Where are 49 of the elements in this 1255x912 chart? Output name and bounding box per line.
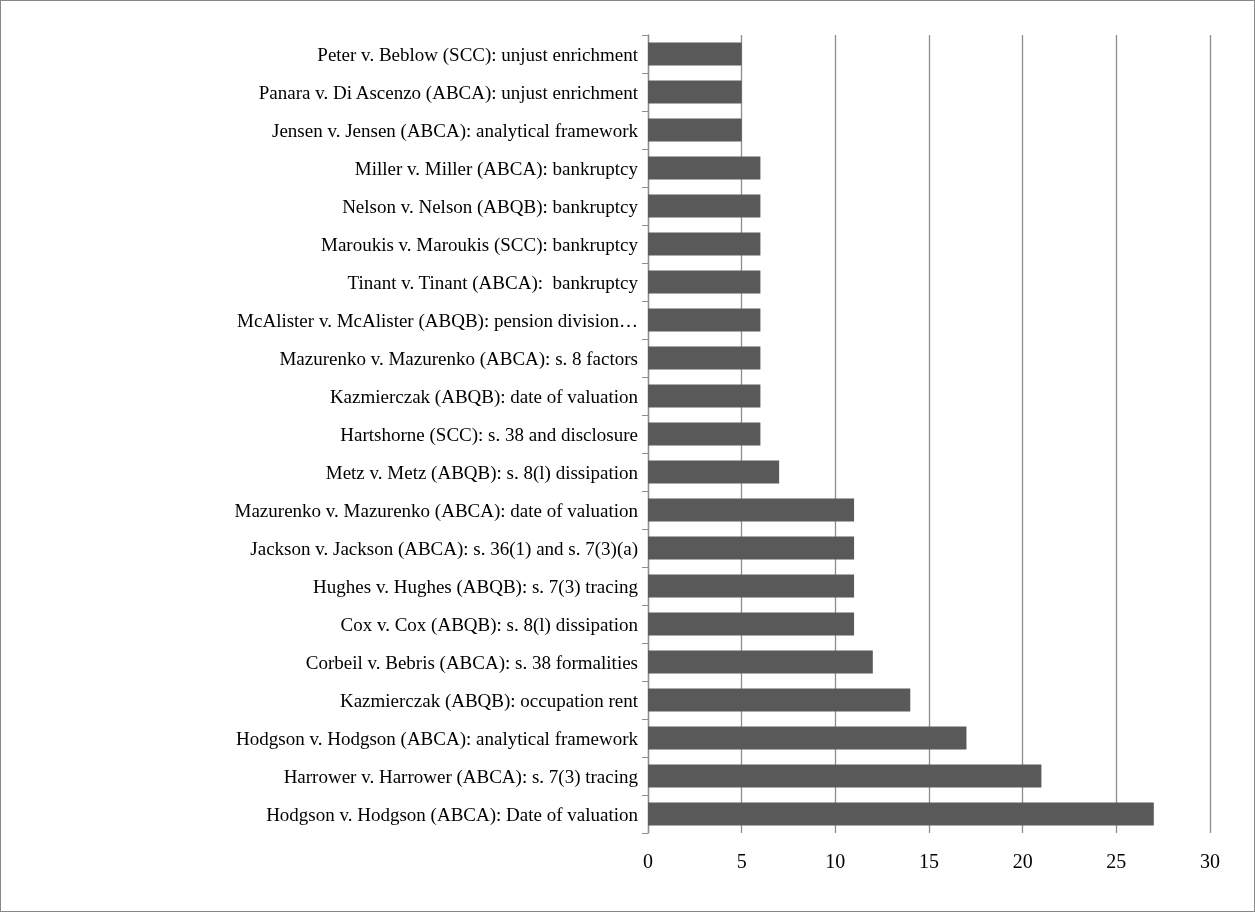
y-tick-label: Hartshorne (SCC): s. 38 and disclosure: [340, 423, 638, 446]
y-tick-label: Mazurenko v. Mazurenko (ABCA): date of valuation: [234, 499, 639, 522]
bar: [648, 270, 761, 294]
y-tick-label: Peter v. Beblow (SCC): unjust enrichment: [317, 43, 639, 66]
x-tick-label: 5: [736, 850, 747, 872]
bar: [648, 498, 855, 522]
y-tick-label: Miller v. Miller (ABCA): bankruptcy: [354, 157, 639, 180]
x-tick-label: 15: [919, 850, 939, 872]
bar: [648, 80, 742, 104]
bar: [648, 422, 761, 446]
y-tick-label: Jensen v. Jensen (ABCA): analytical framework: [272, 119, 639, 142]
bar: [648, 308, 761, 332]
bar: [648, 460, 780, 484]
x-tick-label: 10: [825, 850, 846, 872]
x-tick-label: 0: [643, 850, 653, 872]
y-tick-label: McAlister v. McAlister (ABQB): pension division…: [237, 309, 638, 332]
y-tick-label: Kazmierczak (ABQB): date of valuation: [329, 385, 639, 408]
bar: [648, 650, 873, 674]
bar: [648, 688, 911, 712]
y-tick-label: Nelson v. Nelson (ABQB): bankruptcy: [342, 195, 639, 218]
bar: [648, 384, 761, 408]
x-tick-label: 30: [1200, 850, 1220, 872]
bar: [648, 156, 761, 180]
bar: [648, 194, 761, 218]
bar: [648, 536, 855, 560]
y-tick-label: Kazmierczak (ABQB): occupation rent: [339, 689, 639, 712]
y-tick-label: Mazurenko v. Mazurenko (ABCA): s. 8 factors: [279, 347, 638, 370]
y-tick-label: Panara v. Di Ascenzo (ABCA): unjust enrichment: [258, 81, 639, 104]
bar: [648, 764, 1042, 788]
x-tick-label: 20: [1012, 850, 1033, 872]
y-tick-label: Cox v. Cox (ABQB): s. 8(l) dissipation: [340, 613, 639, 636]
y-tick-label: Metz v. Metz (ABQB): s. 8(l) dissipation: [325, 461, 639, 484]
bar: [648, 726, 967, 750]
y-tick-label: Corbeil v. Bebris (ABCA): s. 38 formalities: [305, 651, 638, 674]
y-tick-label: Tinant v. Tinant (ABCA): bankruptcy: [347, 271, 639, 294]
bar: [648, 118, 742, 142]
bar: [648, 42, 742, 66]
y-tick-label: Maroukis v. Maroukis (SCC): bankruptcy: [321, 233, 639, 256]
bar: [648, 802, 1154, 826]
y-tick-label: Hodgson v. Hodgson (ABCA): Date of valuation: [266, 803, 639, 826]
x-tick-label: 25: [1106, 850, 1127, 872]
bar: [648, 612, 855, 636]
y-tick-label: Jackson v. Jackson (ABCA): s. 36(1) and s. 7(3)(a): [250, 537, 638, 560]
y-tick-label: Hughes v. Hughes (ABQB): s. 7(3) tracing: [313, 575, 639, 598]
bar: [648, 574, 855, 598]
y-tick-label: Harrower v. Harrower (ABCA): s. 7(3) tracing: [283, 765, 639, 788]
bar: [648, 346, 761, 370]
bar: [648, 232, 761, 256]
y-tick-label: Hodgson v. Hodgson (ABCA): analytical framework: [236, 727, 639, 750]
